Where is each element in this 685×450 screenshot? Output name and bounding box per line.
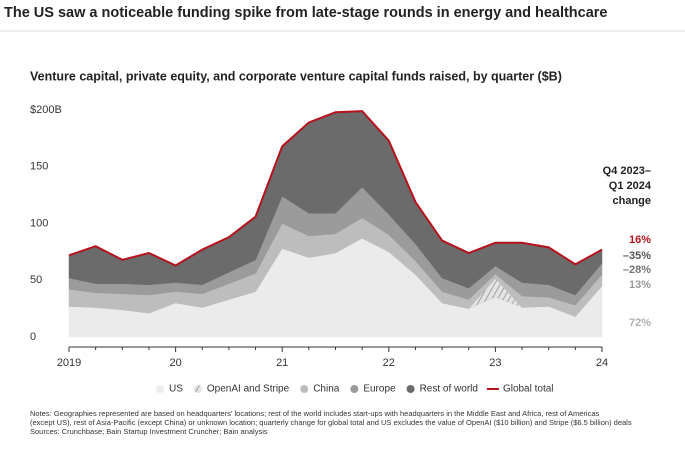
note: (except US), rest of Asia-Pacific (excep…: [30, 418, 632, 427]
y-tick-label: 150: [30, 161, 48, 173]
change-title: Q4 2023–: [603, 165, 651, 177]
chart-subtitle: Venture capital, private equity, and cor…: [30, 69, 562, 83]
y-tick-label: $200B: [30, 104, 62, 116]
change-title: Q1 2024: [609, 180, 652, 192]
change-value: 16%: [629, 234, 651, 246]
legend-label: Global total: [503, 384, 554, 395]
y-tick-label: 0: [30, 331, 36, 343]
change-value: 13%: [629, 279, 651, 291]
x-tick-label: 2019: [57, 357, 81, 369]
x-tick-label: 23: [489, 357, 501, 369]
chart-title: The US saw a noticeable funding spike fr…: [4, 5, 608, 21]
legend-label: US: [169, 384, 183, 395]
change-value: –35%: [623, 250, 651, 262]
x-tick-label: 24: [596, 357, 608, 369]
legend-label: Rest of world: [420, 384, 478, 395]
legend-label: China: [313, 384, 340, 395]
change-value: –28%: [623, 264, 651, 276]
note: Sources: Crunchbase; Bain Startup Invest…: [30, 427, 268, 436]
y-tick-label: 100: [30, 217, 48, 229]
change-title: change: [612, 195, 651, 207]
legend-swatch: [300, 385, 309, 393]
legend-label: OpenAI and Stripe: [207, 384, 290, 395]
legend-swatch: [156, 385, 164, 393]
legend-swatch: [406, 385, 415, 393]
y-tick-label: 50: [30, 274, 42, 286]
legend-label: Europe: [363, 384, 396, 395]
note: Notes: Geographies represented are based…: [30, 409, 599, 418]
change-value: 72%: [629, 317, 651, 329]
total-line: [68, 110, 603, 267]
x-tick-label: 20: [169, 357, 181, 369]
x-tick-label: 22: [383, 357, 395, 369]
legend-swatch: [193, 385, 202, 393]
legend-swatch: [350, 385, 359, 393]
x-tick-label: 21: [276, 357, 288, 369]
